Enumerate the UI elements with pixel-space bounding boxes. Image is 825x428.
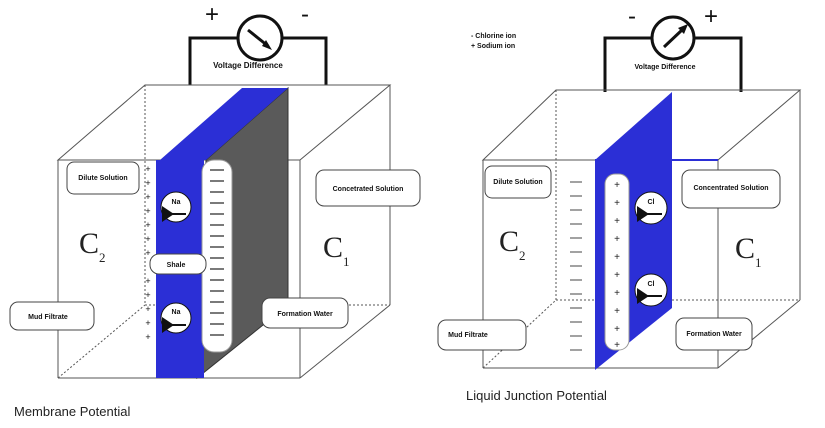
positive-charge-strip <box>604 173 630 351</box>
svg-text:+: + <box>614 270 620 281</box>
concentrated-solution-label: Concentrated Solution <box>693 185 768 192</box>
svg-text:+: + <box>145 332 150 342</box>
dilute-solution-box <box>484 165 552 199</box>
positive-charges: + + + + + + + + + + <box>614 180 620 351</box>
formation-water-label: Formation Water <box>277 311 333 318</box>
svg-text:+: + <box>614 340 620 351</box>
concentrated-solution-label: Concetrated Solution <box>333 186 404 193</box>
membrane-wire-right <box>282 36 328 85</box>
positive-charges: + + + + + + + + + + + + <box>145 164 150 342</box>
legend-sodium: + Sodium ion <box>471 43 515 50</box>
svg-text:+: + <box>145 220 150 230</box>
svg-text:+: + <box>145 192 150 202</box>
meter-plus-label: + <box>205 1 219 28</box>
mud-filtrate-box <box>9 301 95 331</box>
mud-filtrate-label: Mud Filtrate <box>448 332 488 339</box>
chlorine-ion-bottom-label: Cl <box>648 281 655 288</box>
membrane-blue-face <box>160 88 288 160</box>
shale-box <box>149 253 207 275</box>
chlorine-ion-top <box>634 191 668 225</box>
chlorine-ion-bottom <box>634 273 668 307</box>
svg-text:+: + <box>145 290 150 300</box>
negative-charge-strip <box>201 159 233 353</box>
sodium-ion-bottom-label: Na <box>172 309 181 316</box>
liquid-junction-diagram: - Chlorine ion + Sodium ion - + Voltage … <box>437 3 802 370</box>
svg-text:+: + <box>145 304 150 314</box>
formation-water-label: Formation Water <box>686 331 742 338</box>
meter-plus-label: + <box>704 3 718 30</box>
concentration-c1: C1 <box>323 231 350 269</box>
sodium-ion-top-label: Na <box>172 199 181 206</box>
svg-text:+: + <box>614 306 620 317</box>
svg-text:+: + <box>614 252 620 263</box>
membrane-potential-diagram: + - Voltage Difference <box>9 1 421 380</box>
svg-text:+: + <box>614 288 620 299</box>
svg-text:+: + <box>145 318 150 328</box>
liquid-junction-caption: Liquid Junction Potential <box>466 388 607 403</box>
voltage-difference-label: Voltage Difference <box>213 61 283 70</box>
mud-filtrate-label: Mud Filtrate <box>28 314 68 321</box>
membrane-wire <box>188 36 238 85</box>
chlorine-ion-top-label: Cl <box>648 199 655 206</box>
formation-water-box <box>675 317 753 351</box>
legend-chlorine: - Chlorine ion <box>471 33 516 40</box>
svg-text:+: + <box>614 234 620 245</box>
svg-text:+: + <box>614 216 620 227</box>
voltmeter-icon <box>650 15 696 61</box>
voltmeter-icon <box>236 14 284 62</box>
concentration-c2: C2 <box>79 227 106 265</box>
mud-filtrate-box <box>437 319 527 351</box>
svg-text:+: + <box>145 234 150 244</box>
concentrated-solution-box <box>315 169 421 207</box>
svg-text:+: + <box>145 248 150 258</box>
junction-wire-right <box>694 36 743 92</box>
concentration-c2: C2 <box>499 225 526 263</box>
dilute-solution-box <box>66 161 140 195</box>
negative-charges <box>570 181 582 351</box>
svg-text:+: + <box>145 164 150 174</box>
svg-text:+: + <box>614 324 620 335</box>
svg-text:+: + <box>145 178 150 188</box>
formation-water-box <box>261 297 349 329</box>
sodium-ion-top <box>160 191 192 223</box>
dilute-solution-label: Dilute Solution <box>78 175 127 182</box>
shale-label: Shale <box>167 262 186 269</box>
concentration-c1: C1 <box>735 232 762 270</box>
sodium-ion-bottom <box>160 302 192 334</box>
junction-wire-left <box>603 36 652 92</box>
svg-text:+: + <box>614 198 620 209</box>
meter-minus-label: - <box>628 3 636 30</box>
concentrated-solution-box <box>681 169 781 209</box>
svg-text:+: + <box>614 180 620 191</box>
svg-text:+: + <box>145 276 150 286</box>
dilute-solution-label: Dilute Solution <box>493 179 542 186</box>
membrane-potential-caption: Membrane Potential <box>14 404 131 419</box>
negative-charges <box>210 169 224 336</box>
svg-text:+: + <box>145 206 150 216</box>
voltage-difference-label: Voltage Difference <box>635 64 696 71</box>
meter-minus-label: - <box>301 1 309 28</box>
